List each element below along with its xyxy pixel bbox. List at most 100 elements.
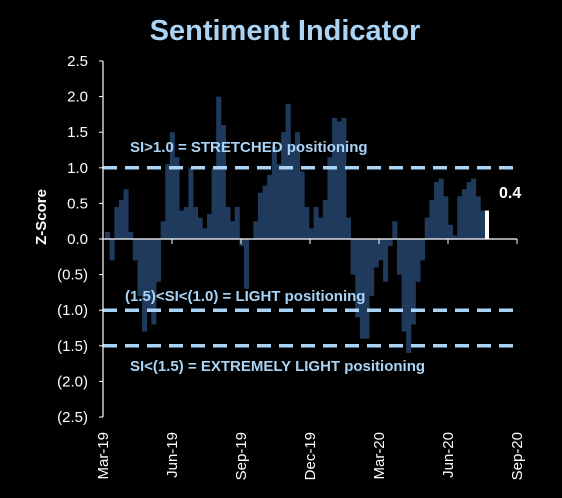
bar [169, 132, 175, 239]
bar [281, 132, 287, 239]
bar [299, 171, 305, 239]
bar [410, 239, 416, 325]
bar [234, 206, 240, 239]
bar [132, 239, 138, 261]
bar [345, 217, 352, 239]
bar [350, 239, 356, 275]
bar [179, 210, 185, 239]
bar [276, 164, 282, 239]
y-tick-label: (2.0) [57, 373, 88, 390]
bar [447, 224, 453, 239]
tick-labels: 2.5 2.0 1.5 1.0 0.5 0.0 (0.5) (1.0) (1.5) (2.0) (2… [57, 53, 526, 480]
bar [475, 196, 481, 239]
y-tick-label: 2.0 [67, 89, 88, 106]
bar [165, 164, 171, 239]
bar [424, 217, 430, 239]
latest-value-marker: 0.4 [485, 185, 521, 239]
bar [406, 239, 412, 353]
bar [257, 192, 263, 239]
bar [383, 239, 389, 282]
bar [373, 239, 379, 268]
bar [155, 239, 162, 282]
bar [359, 239, 365, 339]
bar [244, 239, 250, 289]
bar [225, 206, 231, 239]
bar [434, 182, 440, 239]
y-tick-label: 0.5 [67, 195, 88, 212]
bar [429, 199, 435, 239]
bar [466, 182, 472, 239]
axes [99, 60, 518, 418]
x-tick-label: Dec-19 [302, 432, 319, 480]
bar [128, 231, 134, 239]
bar [109, 239, 115, 261]
y-tick-label: (2.5) [57, 409, 88, 426]
bar [253, 221, 259, 239]
bar [290, 146, 296, 239]
bar [387, 239, 393, 247]
bar [211, 167, 217, 239]
bar [461, 189, 467, 239]
bar [151, 239, 157, 325]
bar [438, 178, 444, 239]
bar [220, 125, 226, 239]
bar [202, 228, 208, 239]
bar [193, 206, 199, 239]
bar [239, 239, 245, 247]
bar [369, 239, 375, 296]
bar [457, 196, 463, 239]
y-axis-label: Z-Score [33, 189, 50, 245]
bar [262, 185, 268, 239]
bar [114, 206, 120, 239]
bar [452, 235, 458, 239]
bar [364, 239, 370, 339]
threshold-label: SI>1.0 = STRETCHED positioning [130, 139, 368, 156]
bar [183, 206, 189, 239]
bar [341, 117, 347, 239]
x-tick-label: Jun-19 [164, 432, 181, 478]
bar [206, 214, 212, 239]
bar-series [105, 96, 486, 353]
bar [188, 167, 194, 239]
y-tick-label: 1.0 [67, 160, 88, 177]
y-tick-label: 0.0 [67, 231, 88, 248]
bar [295, 132, 301, 239]
latest-value-label: 0.4 [499, 185, 521, 202]
bar [322, 199, 328, 239]
bar [480, 210, 486, 239]
y-tick-label: (0.5) [57, 267, 88, 284]
bar [174, 157, 180, 239]
y-tick-label: 1.5 [67, 124, 88, 141]
bar [304, 206, 310, 239]
bar [123, 189, 129, 239]
x-tick-label: Sep-19 [233, 432, 250, 480]
bar [420, 239, 426, 261]
bar [267, 174, 273, 239]
bar [415, 239, 421, 282]
y-tick-label: (1.0) [57, 302, 88, 319]
latest-value-bar [485, 210, 489, 239]
bar [137, 239, 143, 296]
x-tick-label: Jun-20 [440, 432, 457, 478]
bar [271, 146, 277, 239]
bar [308, 228, 314, 239]
y-tick-label: (1.5) [57, 338, 88, 355]
bar [160, 221, 166, 239]
bar [318, 217, 324, 239]
x-tick-label: Mar-19 [95, 432, 112, 480]
bar [197, 217, 203, 239]
bar [401, 239, 407, 332]
bar [396, 239, 402, 275]
bar [336, 121, 342, 239]
bar [332, 117, 338, 239]
bar [378, 239, 384, 261]
bar [443, 196, 449, 239]
x-tick-label: Sep-20 [509, 432, 526, 480]
bar [142, 239, 148, 332]
bar [285, 103, 291, 239]
bar [392, 221, 398, 239]
threshold-label: SI<(1.5) = EXTREMELY LIGHT positioning [130, 358, 425, 375]
threshold-lines: SI>1.0 = STRETCHED positioning (1.5)<SI<(… [103, 139, 517, 375]
x-tick-label: Mar-20 [371, 432, 388, 480]
